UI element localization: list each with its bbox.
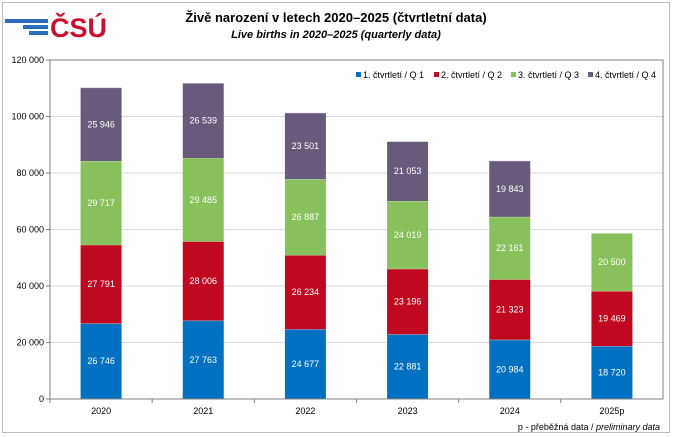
data-label: 27 763: [189, 355, 217, 365]
data-label: 21 323: [496, 305, 524, 315]
data-label: 29 717: [87, 198, 115, 208]
bar-segment: [80, 244, 122, 324]
data-label: 25 946: [87, 119, 115, 129]
bar-segment: [80, 323, 122, 399]
y-tick-label: 120 000: [11, 55, 44, 65]
bar-segment: [80, 160, 122, 245]
data-label: 26 539: [189, 116, 217, 126]
data-label: 23 501: [292, 141, 320, 151]
bar-segment: [284, 255, 326, 330]
data-label: 26 887: [292, 212, 320, 222]
chart-subtitle: Live births in 2020–2025 (quarterly data…: [231, 29, 441, 41]
legend-swatch: [434, 72, 439, 77]
x-tick-label: 2021: [193, 406, 213, 416]
bar-segment: [80, 87, 122, 161]
x-tick-label: 2020: [91, 406, 111, 416]
bar-segment: [284, 112, 326, 180]
x-tick-label: 2023: [398, 406, 418, 416]
y-tick-label: 20 000: [16, 338, 44, 348]
bar-segment: [182, 320, 224, 399]
data-label: 24 677: [292, 359, 320, 369]
bar-segment: [182, 83, 224, 159]
legend-swatch: [588, 72, 593, 77]
bar-segment: [489, 279, 531, 340]
bar-segment: [182, 158, 224, 242]
data-label: 23 196: [394, 297, 422, 307]
legend-swatch: [356, 72, 361, 77]
csu-logo: ČSÚ: [5, 12, 107, 43]
legend-label: 2. čtvrtletí / Q 2: [441, 70, 502, 80]
x-tick-label: 2022: [295, 406, 315, 416]
data-label: 20 984: [496, 364, 524, 374]
y-tick-label: 60 000: [16, 225, 44, 235]
y-tick-label: 80 000: [16, 168, 44, 178]
bar-segment: [387, 141, 429, 201]
footnote: p - přeběžná data / preliminary data: [518, 422, 660, 432]
data-label: 18 720: [598, 368, 626, 378]
logo-text: ČSÚ: [50, 12, 107, 43]
bar-segment: [489, 160, 531, 217]
bar-segment: [591, 346, 633, 399]
bar-segment: [387, 268, 429, 335]
bar-segment: [387, 334, 429, 399]
data-label: 29 485: [189, 195, 217, 205]
bar-segment: [489, 339, 531, 399]
chart-frame: [2, 2, 670, 433]
bar-segment: [489, 216, 531, 280]
bar-segment: [591, 233, 633, 292]
bar-segment: [182, 241, 224, 321]
data-label: 20 500: [598, 257, 626, 267]
x-tick-label: 2024: [500, 406, 520, 416]
data-label: 19 843: [496, 184, 524, 194]
data-label: 21 053: [394, 166, 422, 176]
legend: 1. čtvrtletí / Q 1 2. čtvrtletí / Q 2 3. č…: [356, 70, 656, 80]
y-tick-label: 40 000: [16, 281, 44, 291]
data-label: 28 006: [189, 276, 217, 286]
data-label: 24 019: [394, 230, 422, 240]
data-label: 22 881: [394, 362, 422, 372]
legend-swatch: [511, 72, 516, 77]
bar-segment: [591, 291, 633, 347]
legend-label: 3. čtvrtletí / Q 3: [518, 70, 579, 80]
y-tick-label: 100 000: [11, 112, 44, 122]
legend-label: 4. čtvrtletí / Q 4: [595, 70, 656, 80]
x-tick-label: 2025p: [599, 406, 624, 416]
bar-segment: [284, 179, 326, 256]
legend-label: 1. čtvrtletí / Q 1: [363, 70, 424, 80]
data-label: 26 234: [292, 287, 320, 297]
y-tick-label: 0: [39, 394, 44, 404]
bar-segment: [284, 329, 326, 399]
bar-segment: [387, 200, 429, 269]
chart-title: Živě narození v letech 2020–2025 (čtvrtl…: [185, 10, 486, 25]
data-label: 22 161: [496, 243, 524, 253]
data-label: 27 791: [87, 279, 115, 289]
data-label: 26 746: [87, 356, 115, 366]
data-label: 19 469: [598, 314, 626, 324]
